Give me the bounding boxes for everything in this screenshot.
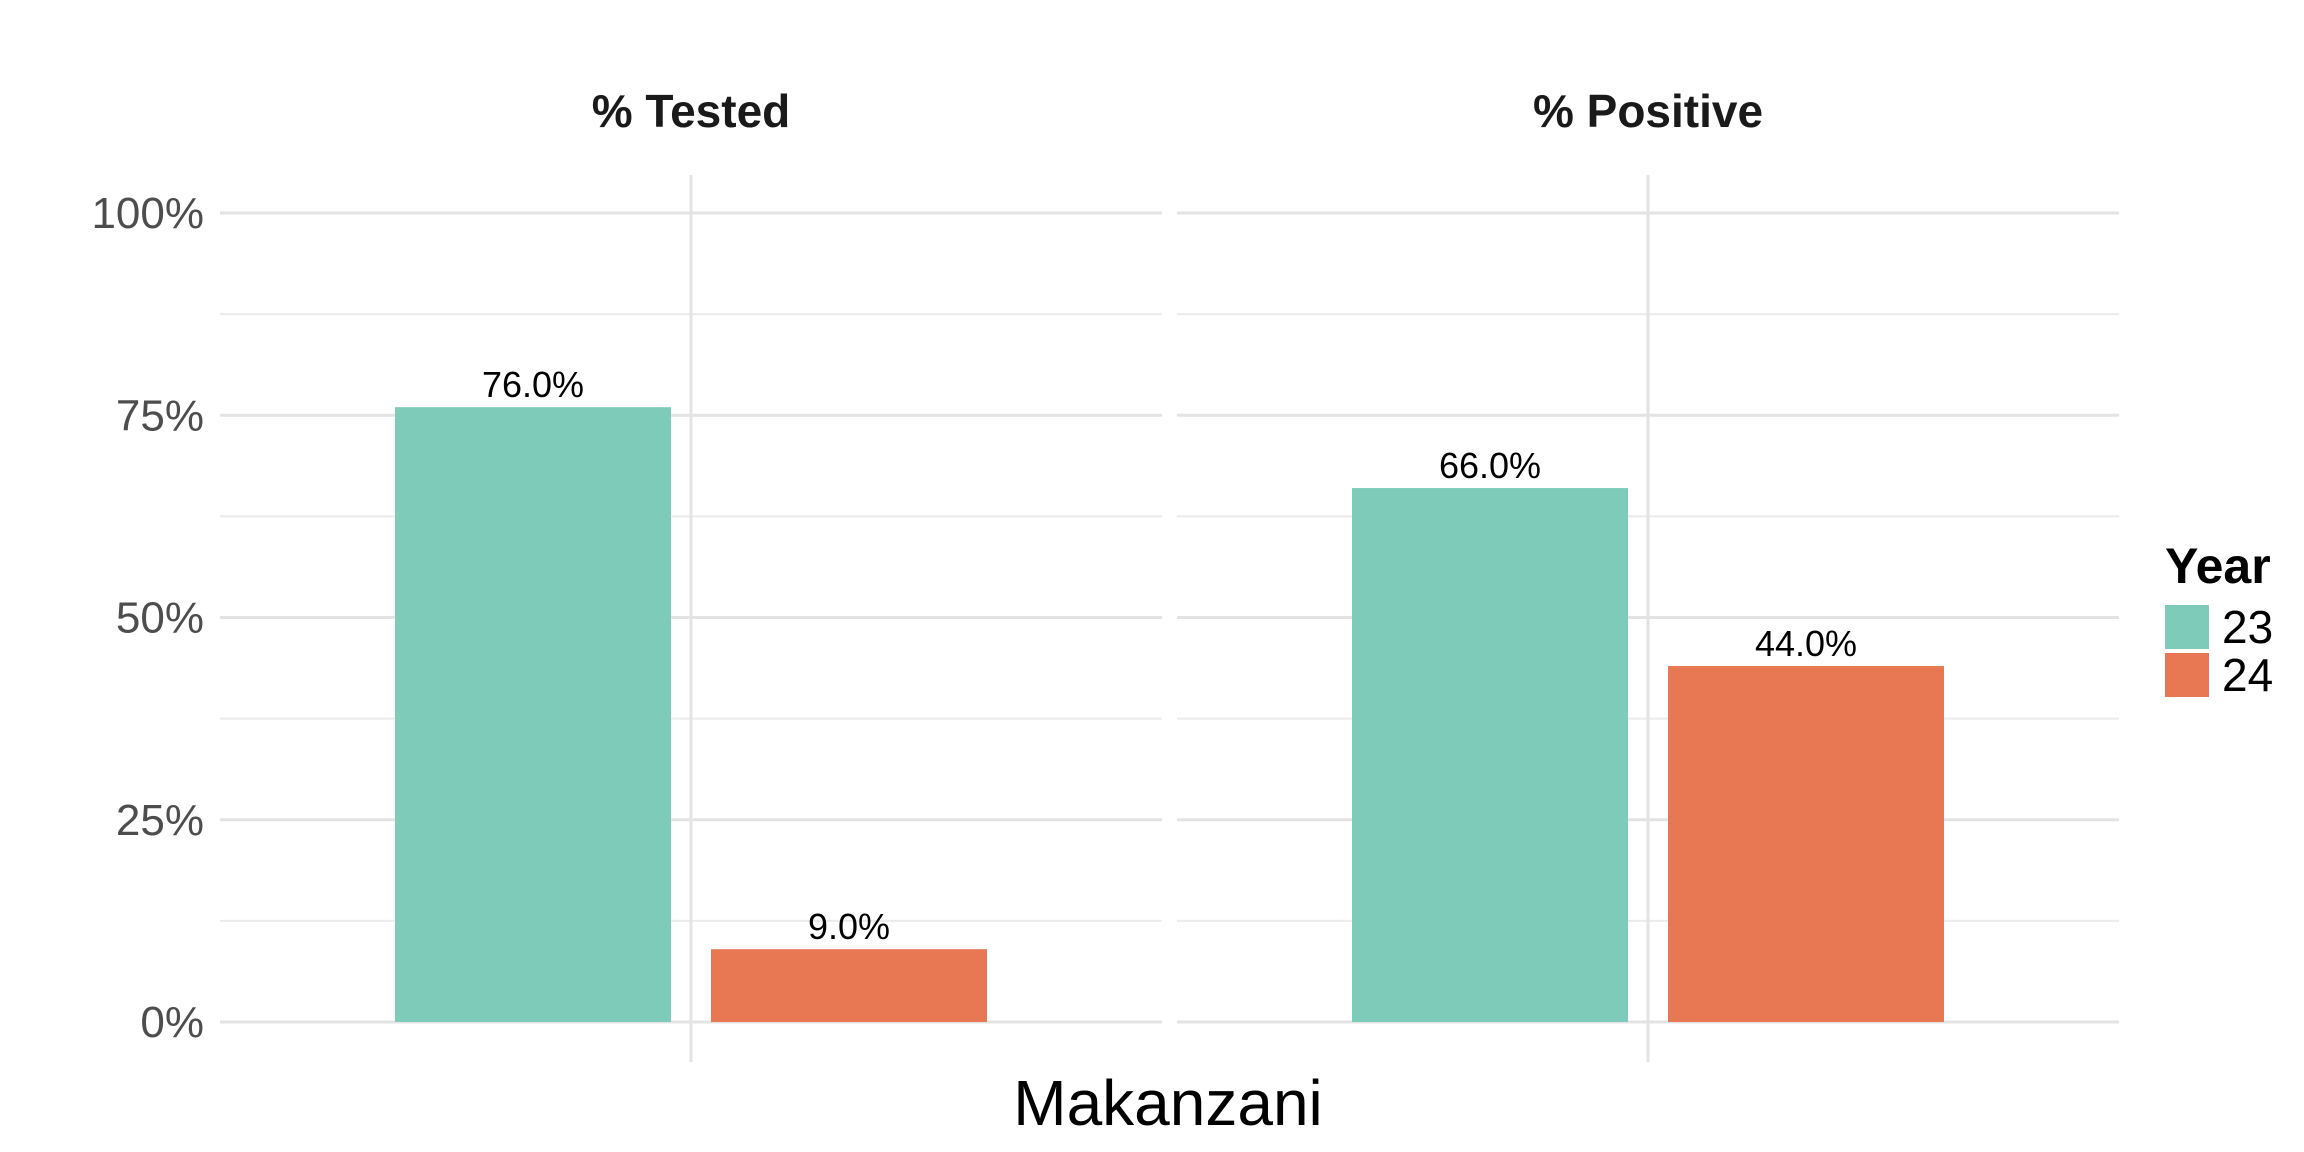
bar-23-1 [1352, 488, 1628, 1022]
bar-24-1 [1668, 666, 1944, 1022]
data-label: 9.0% [808, 906, 890, 947]
y-tick-label: 100% [91, 189, 204, 238]
data-label: 66.0% [1439, 445, 1541, 486]
bar-23-0 [395, 407, 671, 1022]
y-tick-label: 0% [140, 998, 204, 1047]
bar-24-0 [711, 949, 987, 1022]
facet-title: % Positive [1533, 85, 1763, 137]
data-label: 44.0% [1755, 623, 1857, 664]
legend-key-23 [2165, 605, 2209, 649]
facet-title: % Tested [592, 85, 791, 137]
grid-layer [220, 175, 2119, 1062]
legend-key-24 [2165, 653, 2209, 697]
y-tick-label: 25% [116, 796, 204, 845]
y-tick-label: 75% [116, 391, 204, 440]
x-axis-title: Makanzani [1013, 1067, 1323, 1139]
y-tick-label: 50% [116, 594, 204, 643]
legend-label-23: 23 [2222, 601, 2273, 653]
data-label: 76.0% [482, 364, 584, 405]
bar-layer [395, 407, 1944, 1022]
legend-label-24: 24 [2222, 649, 2273, 701]
text-layer: % Tested 76.0% 9.0% % Positive 66.0% 44.0% 0% 2… [91, 85, 1857, 1047]
legend-title: Year [2165, 538, 2271, 594]
